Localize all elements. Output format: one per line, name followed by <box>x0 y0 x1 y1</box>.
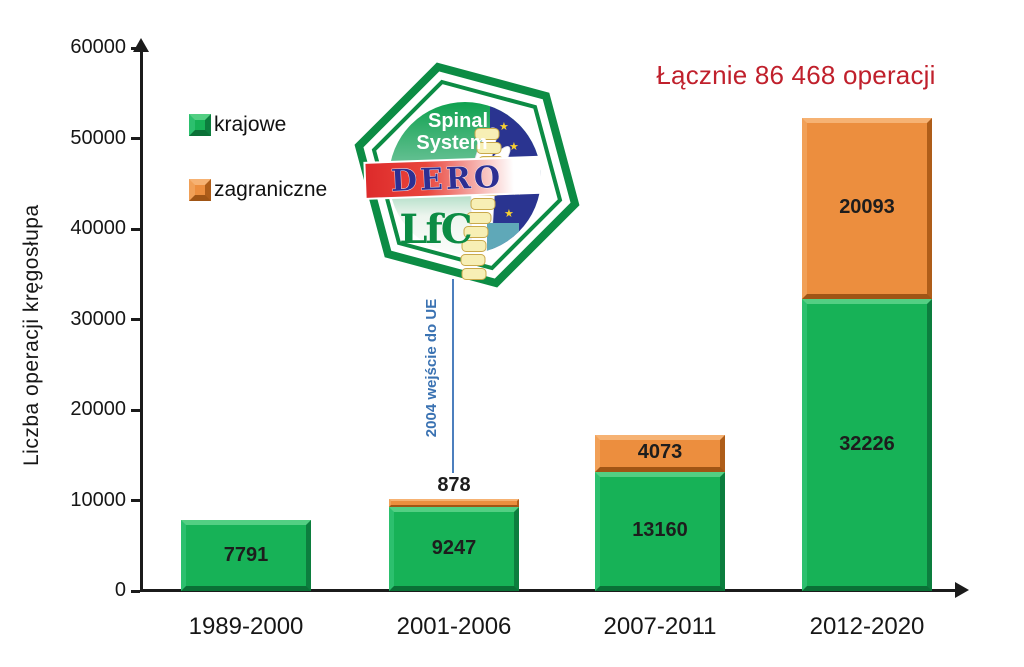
y-tick-mark <box>131 137 140 140</box>
logo-text-spinal: Spinal <box>428 110 488 132</box>
legend-item-zagraniczne: zagraniczne <box>189 178 327 202</box>
x-category-label: 1989-2000 <box>188 613 304 640</box>
logo-hexagon-inner <box>371 79 563 271</box>
y-tick-mark <box>131 499 140 502</box>
bar-segment-zagraniczne <box>595 435 725 472</box>
bar-value-label-zagraniczne: 20093 <box>839 196 895 219</box>
x-axis-arrow-icon <box>955 582 969 598</box>
zagraniczne-swatch-icon <box>189 179 211 201</box>
bar-value-label-zagraniczne: 878 <box>437 474 471 497</box>
krajowe-swatch-icon <box>189 114 211 136</box>
y-tick-label: 0 <box>114 579 126 601</box>
y-tick-mark <box>131 408 140 412</box>
legend-label-zagraniczne: zagraniczne <box>214 178 328 201</box>
y-tick-label: 60000 <box>70 36 126 58</box>
x-axis-line <box>140 589 958 592</box>
bar-segment-krajowe <box>389 507 519 591</box>
x-category-label: 2001-2006 <box>396 613 512 640</box>
dero-spinal-system-logo: ★★ ★★ ★★ Spinal System <box>354 62 580 288</box>
legend-item-krajowe: krajowe <box>189 113 286 137</box>
dero-banner: DERO <box>363 155 542 200</box>
y-tick-label: 30000 <box>70 307 126 330</box>
y-tick-label: 50000 <box>70 126 126 149</box>
svg-text:★: ★ <box>509 141 519 153</box>
y-axis-arrow-icon <box>133 38 149 52</box>
y-tick-label: 20000 <box>70 398 126 420</box>
y-tick-mark <box>131 589 140 593</box>
bar-segment-zagraniczne <box>389 499 519 508</box>
svg-text:★: ★ <box>504 208 514 220</box>
logo-text-dero: DERO <box>390 160 503 199</box>
y-tick-mark <box>131 227 140 231</box>
y-tick-label: 40000 <box>70 217 126 239</box>
bar-value-label-zagraniczne: 4073 <box>637 441 683 464</box>
bar-value-label-krajowe: 7791 <box>223 543 269 566</box>
y-tick-mark <box>131 318 140 321</box>
eu-accession-callout-line <box>452 279 454 473</box>
bar-value-label-krajowe: 32226 <box>839 433 895 456</box>
bar-segment-krajowe <box>595 471 725 591</box>
svg-text:★: ★ <box>499 121 509 133</box>
y-tick-mark <box>131 46 140 50</box>
legend-label-krajowe: krajowe <box>214 113 287 136</box>
x-category-label: 2007-2011 <box>603 613 717 640</box>
bar-segment-krajowe <box>802 299 932 591</box>
y-axis-title: Liczba operacji kręgosłupa <box>20 204 43 466</box>
bar-value-label-krajowe: 9247 <box>431 537 477 560</box>
bar-value-label-krajowe: 13160 <box>632 519 688 542</box>
logo-text-lfc: LfC <box>399 206 470 253</box>
x-category-label: 2012-2020 <box>809 613 925 640</box>
y-axis-line <box>140 50 143 591</box>
logo-text-system: System <box>416 132 487 154</box>
total-operations-title: Łącznie 86 468 operacji <box>656 60 936 90</box>
bar-segment-zagraniczne <box>802 117 932 300</box>
bar-segment-krajowe <box>181 520 311 591</box>
y-tick-label: 10000 <box>70 488 126 511</box>
